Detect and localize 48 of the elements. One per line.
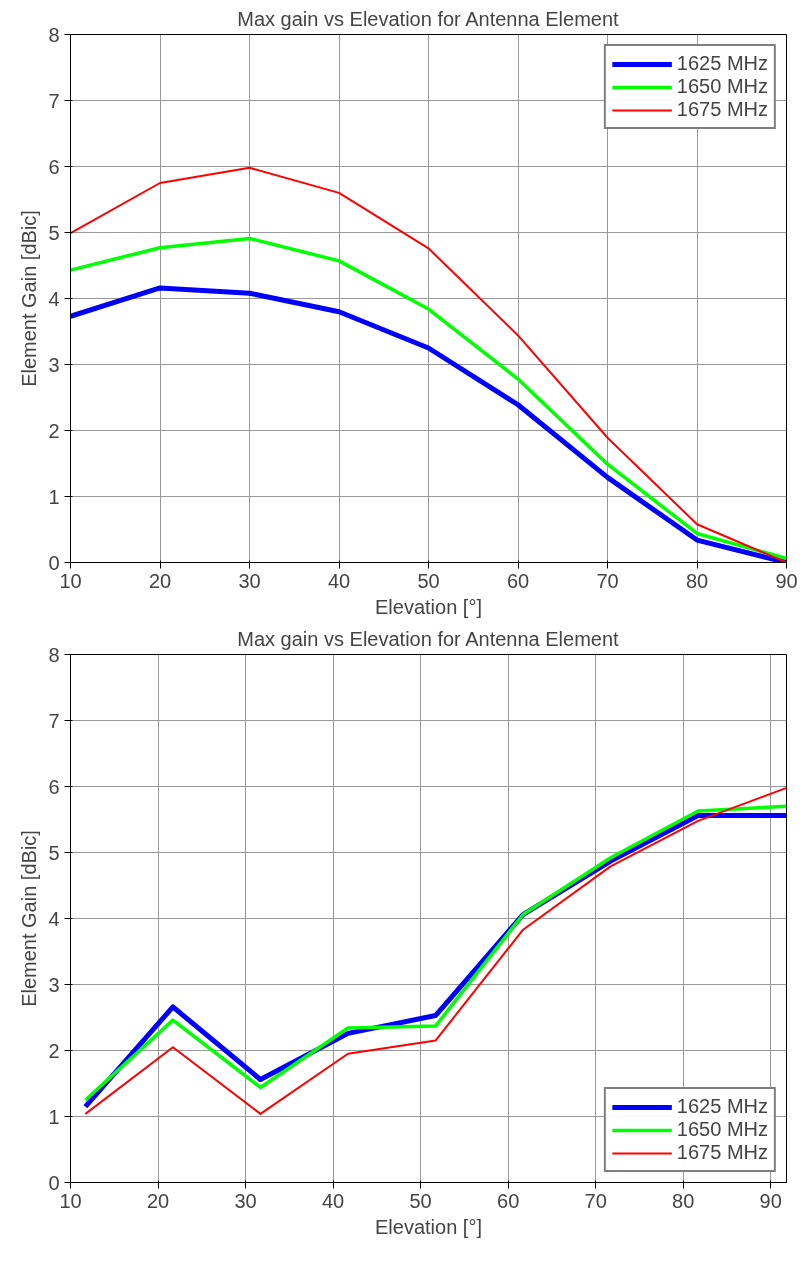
- x-tick-label: 50: [409, 1189, 432, 1212]
- legend-label: 1650 MHz: [676, 1118, 768, 1141]
- x-tick-label: 90: [759, 1189, 782, 1212]
- x-tick-label: 40: [327, 569, 351, 592]
- chart-title: Max gain vs Elevation for Antenna Element: [237, 627, 620, 650]
- x-tick-label: 40: [321, 1189, 345, 1212]
- y-tick-label: 4: [48, 287, 60, 310]
- y-tick-label: 8: [48, 643, 60, 666]
- x-tick-label: 10: [59, 1189, 82, 1212]
- y-axis-title: Element Gain [dBic]: [18, 830, 41, 1007]
- x-tick-label: 60: [506, 569, 530, 592]
- x-tick-label: 80: [685, 569, 709, 592]
- x-tick-label: 70: [596, 569, 619, 592]
- x-axis-title: Elevation [°]: [375, 1215, 482, 1238]
- x-tick-label: 50: [417, 569, 440, 592]
- y-tick-label: 1: [48, 485, 60, 508]
- y-tick-label: 0: [48, 1171, 60, 1194]
- x-tick-label: 80: [672, 1189, 695, 1212]
- y-tick-label: 6: [48, 775, 60, 798]
- x-tick-label: 30: [234, 1189, 257, 1212]
- y-tick-label: 8: [48, 23, 60, 46]
- legend-label: 1650 MHz: [676, 75, 768, 98]
- x-tick-label: 90: [775, 569, 798, 592]
- y-tick-label: 2: [48, 419, 60, 442]
- legend-label: 1625 MHz: [676, 52, 768, 75]
- y-tick-label: 5: [48, 221, 60, 244]
- x-tick-label: 10: [59, 569, 82, 592]
- y-tick-label: 0: [48, 551, 60, 574]
- legend-label: 1625 MHz: [676, 1095, 768, 1118]
- y-axis-title: Element Gain [dBic]: [18, 210, 41, 387]
- legend-label: 1675 MHz: [676, 1141, 768, 1164]
- y-tick-label: 7: [48, 709, 60, 732]
- y-tick-label: 7: [48, 89, 60, 112]
- x-tick-label: 20: [146, 1189, 170, 1212]
- legend-label: 1675 MHz: [676, 98, 768, 121]
- y-tick-label: 2: [48, 1039, 60, 1062]
- y-tick-label: 3: [48, 973, 60, 996]
- x-axis-title: Elevation [°]: [375, 595, 482, 618]
- x-tick-label: 30: [238, 569, 261, 592]
- x-tick-label: 70: [584, 1189, 607, 1212]
- y-tick-label: 1: [48, 1105, 60, 1128]
- chart-title: Max gain vs Elevation for Antenna Element: [237, 7, 620, 30]
- y-tick-label: 6: [48, 155, 60, 178]
- y-tick-label: 3: [48, 353, 60, 376]
- y-tick-label: 4: [48, 907, 60, 930]
- y-tick-label: 5: [48, 841, 60, 864]
- x-tick-label: 20: [148, 569, 172, 592]
- x-tick-label: 60: [497, 1189, 520, 1212]
